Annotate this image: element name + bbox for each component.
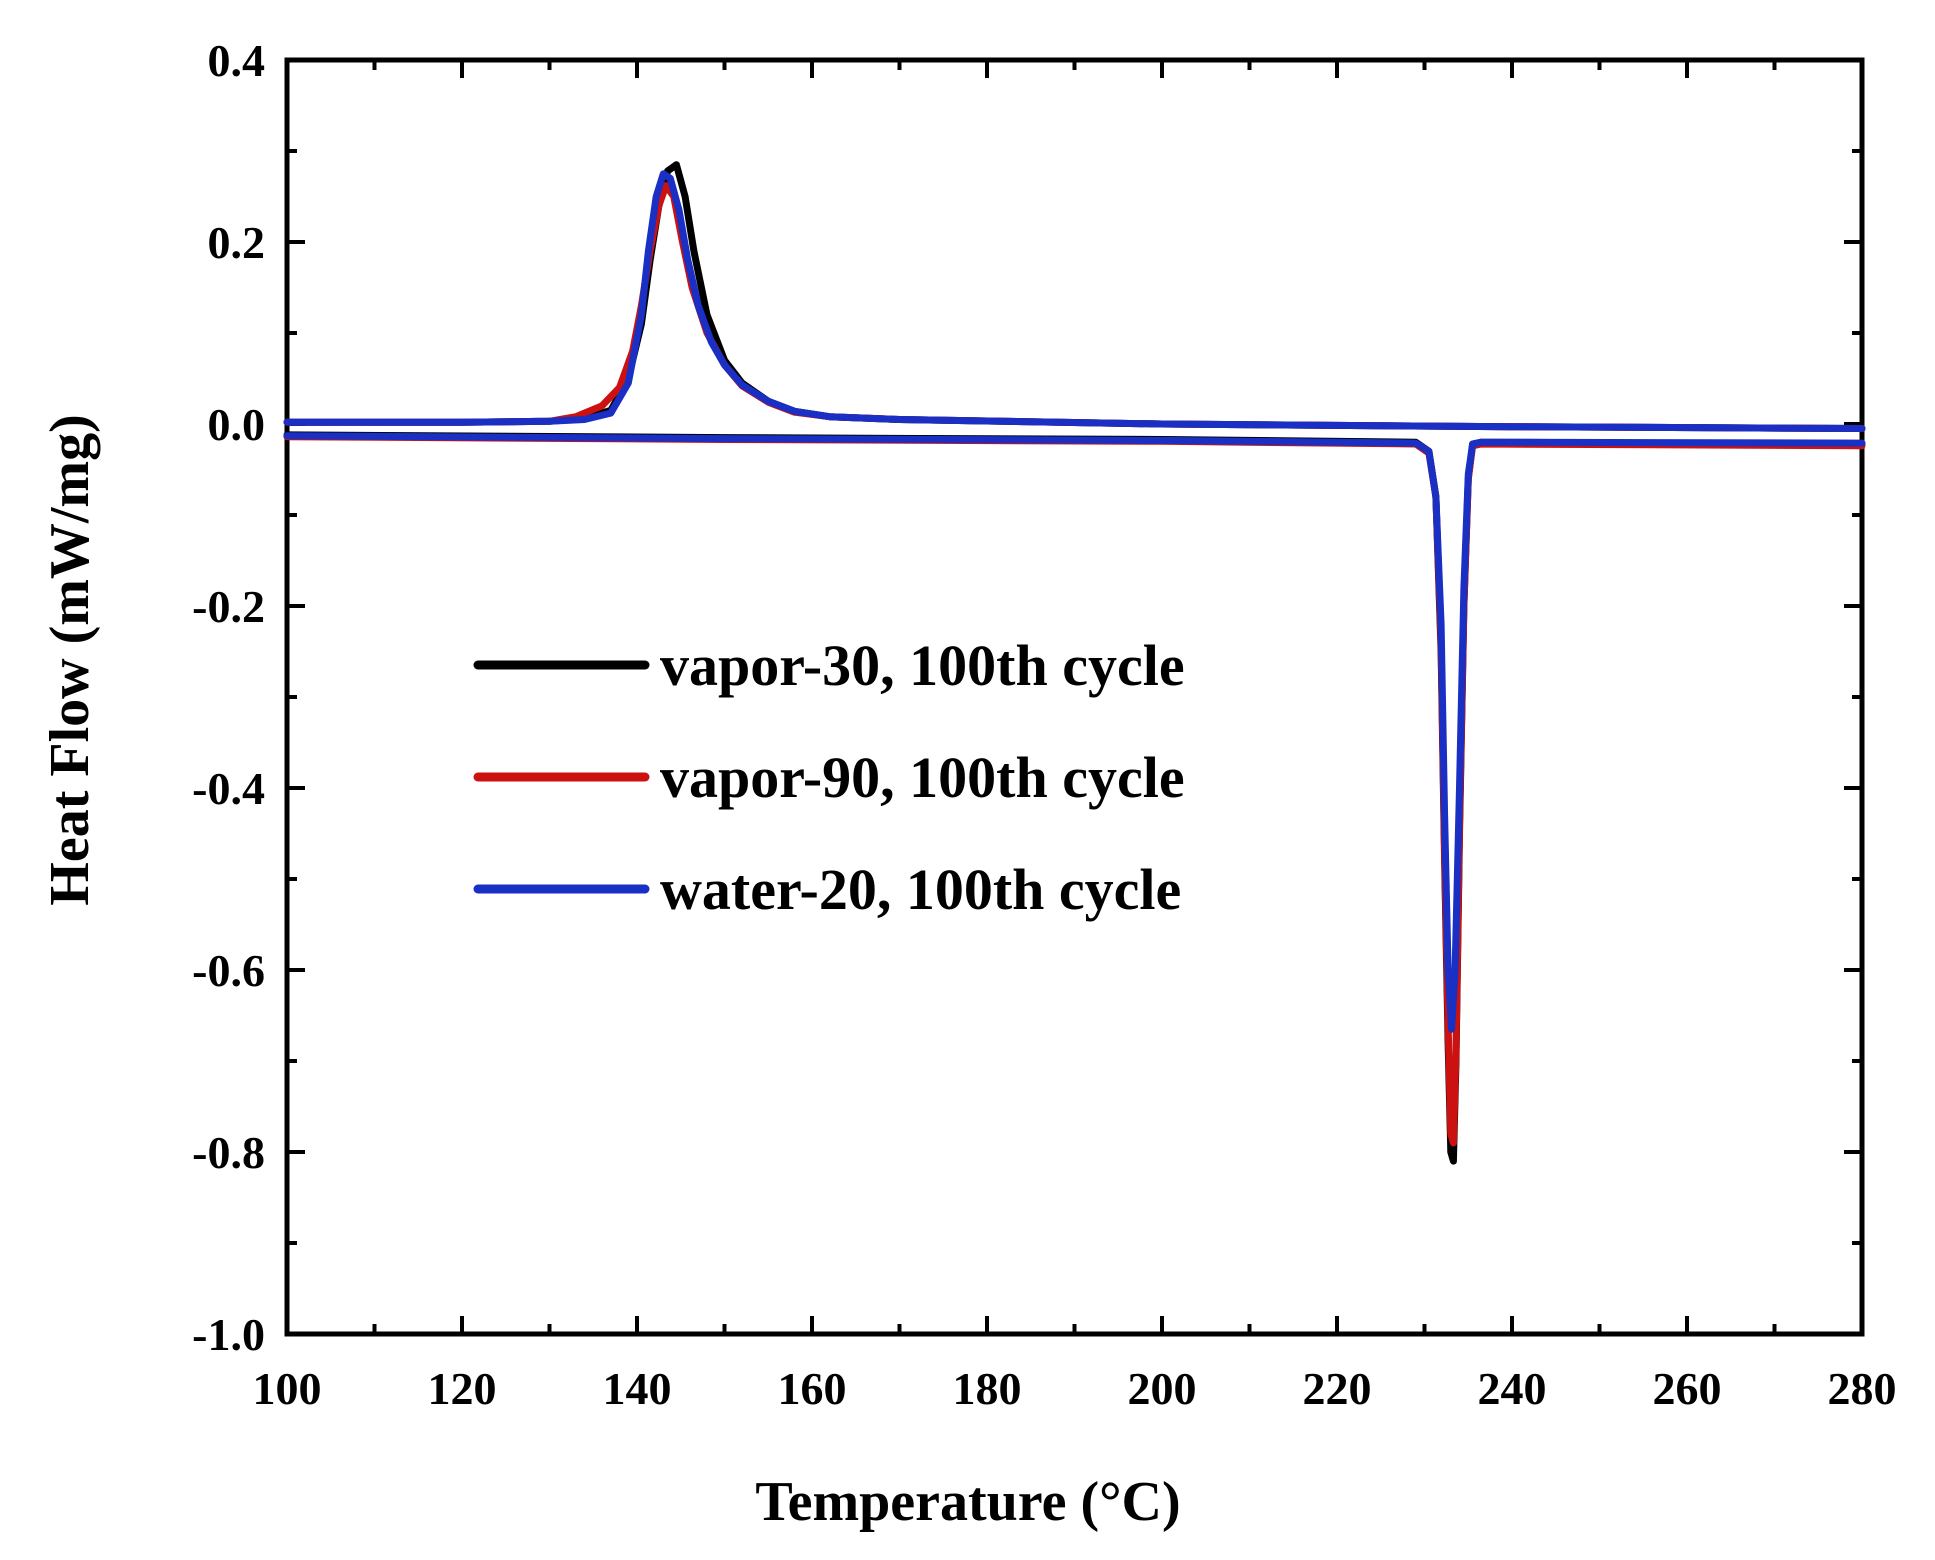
x-tick-label: 180: [953, 1363, 1022, 1414]
y-tick-label: 0.2: [208, 217, 266, 268]
x-tick-label: 240: [1478, 1363, 1547, 1414]
x-tick-label: 160: [778, 1363, 847, 1414]
y-tick-label: -0.8: [192, 1127, 265, 1178]
legend-label-2: vapor-90, 100th cycle: [660, 745, 1185, 810]
x-tick-label: 220: [1303, 1363, 1372, 1414]
x-tick-label: 200: [1128, 1363, 1197, 1414]
x-axis-tick-labels: 100 120 140 160 180 200 220 240 260 280: [253, 1363, 1897, 1414]
x-tick-label: 120: [428, 1363, 497, 1414]
y-tick-label: 0.0: [208, 399, 266, 450]
legend-label-3: water-20, 100th cycle: [660, 857, 1181, 922]
x-axis-label: Temperature (°C): [755, 1471, 1180, 1533]
y-axis-label: Heat Flow (mW/mg): [39, 414, 101, 905]
y-tick-label: -0.6: [192, 945, 265, 996]
series-layer: [283, 161, 1866, 1165]
endotherm-curve-3: [283, 432, 1866, 1033]
legend-label-1: vapor-30, 100th cycle: [660, 633, 1185, 698]
y-axis-tick-labels: 0.4 0.2 0.0 -0.2 -0.4 -0.6 -0.8 -1.0: [192, 35, 265, 1360]
x-tick-label: 100: [253, 1363, 322, 1414]
x-tick-label: 140: [603, 1363, 672, 1414]
series-3: [283, 170, 1866, 1033]
y-tick-label: -0.4: [192, 763, 265, 814]
x-tick-label: 280: [1828, 1363, 1897, 1414]
x-tick-label: 260: [1653, 1363, 1722, 1414]
exotherm-curve-3: [283, 170, 1866, 432]
y-tick-label: 0.4: [208, 35, 266, 86]
legend: vapor-30, 100th cycle vapor-90, 100th cyc…: [473, 633, 1185, 922]
y-tick-label: -0.2: [192, 581, 265, 632]
y-tick-label: -1.0: [192, 1309, 265, 1360]
x-axis-ticks: [285, 60, 1864, 1334]
